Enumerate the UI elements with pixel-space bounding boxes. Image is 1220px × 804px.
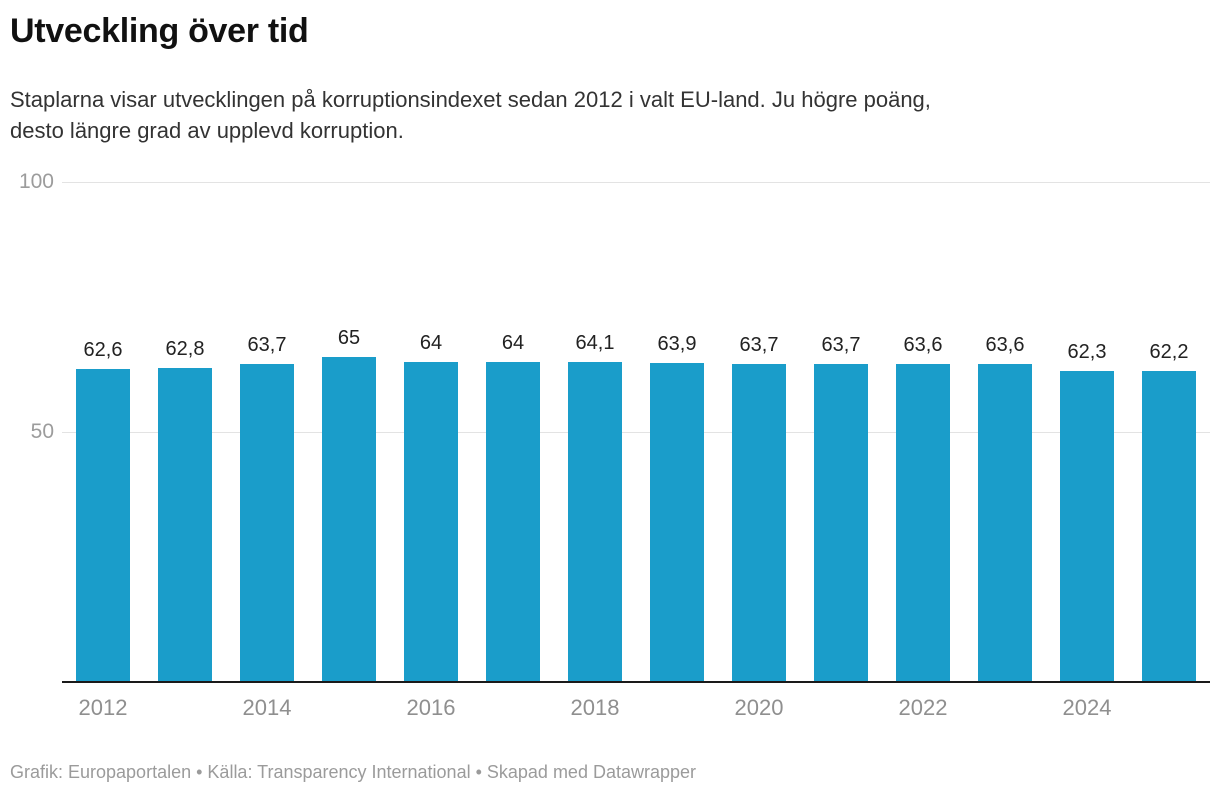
bar-slot: 63,7: [226, 182, 308, 682]
bar-slot: 63,6: [964, 182, 1046, 682]
bar-slot: 62,6: [62, 182, 144, 682]
bar-2013[interactable]: 62,8: [158, 338, 212, 682]
bar-value-label: 63,7: [247, 333, 287, 356]
bar-slot: 63,7: [800, 182, 882, 682]
bar-value-label: 62,2: [1149, 341, 1189, 363]
bar-value-label: 62,3: [1067, 340, 1107, 363]
bar-slot: 65: [308, 182, 390, 682]
bar-slot: 62,3: [1046, 182, 1128, 682]
y-axis-tick-100: 100: [18, 170, 54, 193]
bar-slot: 63,9: [636, 182, 718, 682]
bar-2014[interactable]: 63,7: [240, 334, 294, 682]
bar-2023[interactable]: 63,6: [978, 334, 1032, 682]
bar-value-label: 65: [337, 327, 361, 349]
x-axis-line: [62, 681, 1210, 683]
bar-2025[interactable]: 62,2: [1142, 341, 1196, 682]
x-axis-label-2018: 2018: [570, 695, 620, 720]
bar-slot: 63,6: [882, 182, 964, 682]
plot-area: 62,6 62,8 63,7 65 64 64 64,1 63,9 63,7 63,7 63,6 63…: [62, 182, 1210, 682]
bar-2020[interactable]: 63,7: [732, 334, 786, 682]
bar-value-label: 63,7: [739, 333, 779, 356]
footer-credit-datawrapper[interactable]: Skapad med Datawrapper: [486, 762, 697, 782]
bar-2016[interactable]: 64: [404, 332, 458, 682]
bar-value-label: 63,9: [657, 332, 697, 355]
bar-2019[interactable]: 63,9: [650, 333, 704, 682]
footer-separator: •: [470, 762, 487, 782]
bar-slot: 63,7: [718, 182, 800, 682]
footer-credits: Grafik: Europaportalen • Källa: Transpar…: [10, 762, 696, 783]
x-axis-label-empty: [1128, 695, 1210, 721]
gridline-50: [62, 432, 1210, 433]
bar-slot: 64: [472, 182, 554, 682]
x-axis-label-2012: 2012: [78, 695, 128, 720]
bar-2012[interactable]: 62,6: [76, 339, 130, 682]
bar-value-label: 64,1: [575, 331, 615, 354]
bar-value-label: 64: [419, 332, 443, 354]
x-axis-label-empty: [472, 695, 554, 721]
bar-value-label: 63,6: [985, 334, 1025, 356]
chart-title: Utveckling över tid: [10, 12, 309, 50]
bar-slot: 62,2: [1128, 182, 1210, 682]
chart-description: Staplarna visar utvecklingen på korrupti…: [10, 87, 931, 143]
bar-slot: 64,1: [554, 182, 636, 682]
x-axis-label-2022: 2022: [898, 695, 948, 720]
x-axis: 2012 2014 2016 2018 2020 2022 2024: [62, 695, 1210, 721]
bar-value-label: 64: [501, 332, 525, 354]
footer-separator: •: [191, 762, 208, 782]
bar-2024[interactable]: 62,3: [1060, 341, 1114, 682]
bar-slot: 62,8: [144, 182, 226, 682]
bar-value-label: 63,6: [903, 334, 943, 356]
bar-2015[interactable]: 65: [322, 327, 376, 682]
bar-2017[interactable]: 64: [486, 332, 540, 682]
footer-credit-graphic[interactable]: Grafik: Europaportalen: [10, 762, 192, 782]
footer-credit-source[interactable]: Källa: Transparency International: [207, 762, 471, 782]
bar-value-label: 62,8: [165, 338, 205, 360]
bar-2021[interactable]: 63,7: [814, 334, 868, 682]
x-axis-label-empty: [144, 695, 226, 721]
bars-row: 62,6 62,8 63,7 65 64 64 64,1 63,9 63,7 63,7 63,6 63…: [62, 182, 1210, 682]
gridline-100: [62, 182, 1210, 183]
x-axis-label-empty: [636, 695, 718, 721]
bar-slot: 64: [390, 182, 472, 682]
x-axis-label-2020: 2020: [734, 695, 784, 720]
x-axis-label-empty: [800, 695, 882, 721]
x-axis-label-2016: 2016: [406, 695, 456, 720]
y-axis-tick-50: 50: [30, 420, 54, 443]
x-axis-label-empty: [964, 695, 1046, 721]
bar-value-label: 63,7: [821, 333, 861, 356]
x-axis-label-empty: [308, 695, 390, 721]
x-axis-label-2024: 2024: [1062, 695, 1112, 720]
bar-2018[interactable]: 64,1: [568, 332, 622, 682]
bar-value-label: 62,6: [83, 339, 123, 361]
x-axis-label-2014: 2014: [242, 695, 292, 720]
bar-2022[interactable]: 63,6: [896, 334, 950, 682]
